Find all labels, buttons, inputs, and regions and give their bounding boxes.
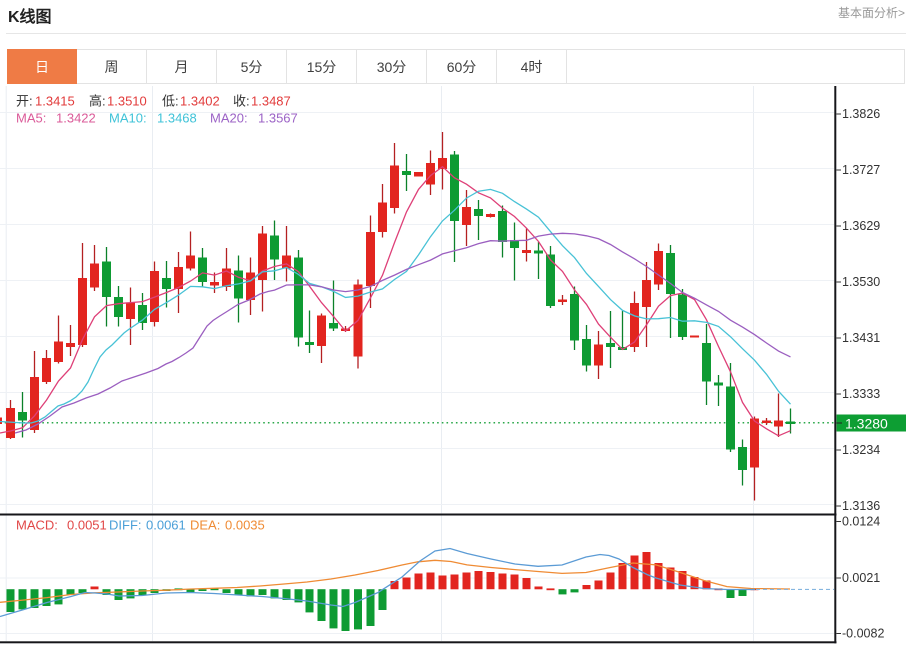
svg-text:1.3826: 1.3826	[842, 107, 880, 121]
svg-text:1.3431: 1.3431	[842, 331, 880, 345]
svg-text:1.3629: 1.3629	[842, 219, 880, 233]
svg-text:0.0124: 0.0124	[842, 515, 880, 529]
svg-text:1.3234: 1.3234	[842, 443, 880, 457]
svg-text:1.3280: 1.3280	[845, 415, 888, 431]
svg-text:0.0021: 0.0021	[842, 571, 880, 585]
svg-text:1.3727: 1.3727	[842, 163, 880, 177]
svg-text:-0.0082: -0.0082	[842, 627, 884, 641]
svg-text:1.3530: 1.3530	[842, 275, 880, 289]
svg-text:1.3333: 1.3333	[842, 387, 880, 401]
svg-text:1.3136: 1.3136	[842, 499, 880, 513]
